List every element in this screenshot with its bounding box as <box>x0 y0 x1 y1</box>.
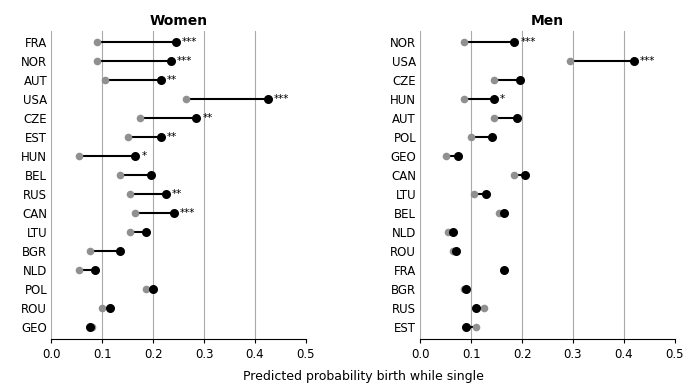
Title: Men: Men <box>531 14 564 28</box>
Text: **: ** <box>167 132 177 142</box>
Text: **: ** <box>203 113 213 123</box>
Text: ***: *** <box>179 208 195 218</box>
Text: *: * <box>141 151 147 161</box>
Text: ***: *** <box>274 94 289 104</box>
Text: ***: *** <box>521 37 536 47</box>
Title: Women: Women <box>149 14 208 28</box>
Text: ***: *** <box>182 37 197 47</box>
Text: **: ** <box>167 75 177 85</box>
Text: Predicted probability birth while single: Predicted probability birth while single <box>242 370 484 383</box>
Text: ***: *** <box>177 56 192 66</box>
Text: **: ** <box>172 189 182 199</box>
Text: *: * <box>500 94 506 104</box>
Text: ***: *** <box>640 56 656 66</box>
